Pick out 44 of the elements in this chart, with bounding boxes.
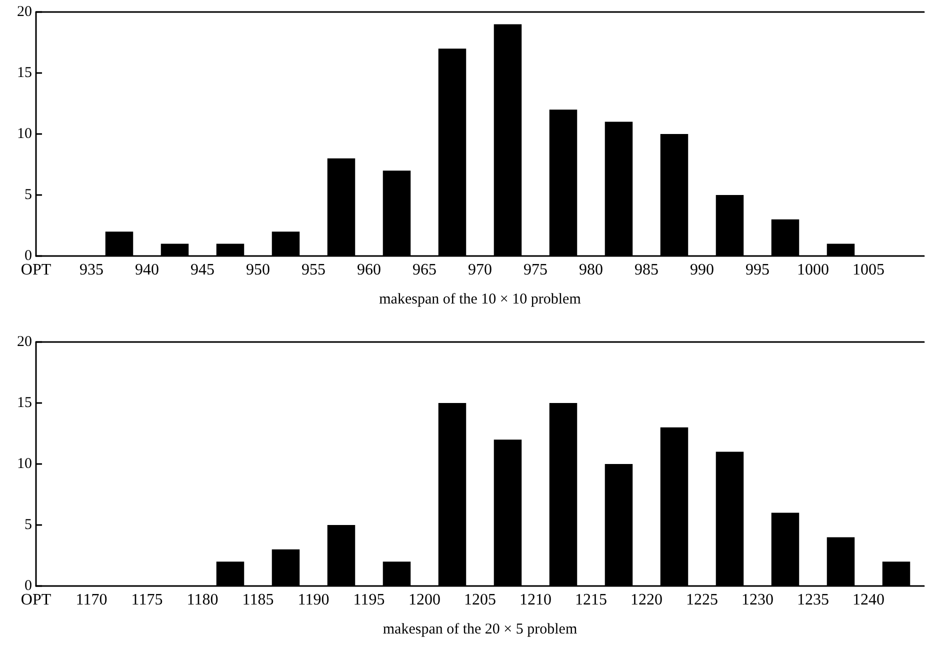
x-tick-label: 1000 [797,262,829,278]
y-tick-label: 5 [24,517,32,533]
x-tick-label: 970 [468,262,492,278]
x-tick-label: 1215 [575,592,607,608]
x-tick-label: 955 [302,262,326,278]
y-tick-label: 0 [24,248,32,264]
y-tick-label: 0 [24,578,32,594]
x-tick-label: 1235 [797,592,829,608]
y-tick-label: 15 [17,395,32,411]
x-tick-label: 975 [524,262,548,278]
x-tick-label: 945 [190,262,214,278]
x-tick-label: 960 [357,262,381,278]
x-tick-label: 1210 [520,592,552,608]
x-tick-label: 935 [80,262,104,278]
x-tick-label: 1230 [742,592,774,608]
x-tick-label: 1240 [852,592,884,608]
x-tick-label: 1190 [298,592,330,608]
y-tick-label: 15 [17,65,32,81]
x-tick-label: 1220 [630,592,662,608]
x-tick-label: 1195 [353,592,385,608]
x-axis-title: makespan of the 10 × 10 problem [379,292,582,308]
y-tick-label: 10 [17,456,32,472]
x-tick-label: 980 [579,262,603,278]
x-tick-label: 1200 [408,592,440,608]
x-tick-label: 1185 [242,592,274,608]
x-tick-label: 1225 [686,592,718,608]
x-tick-label: 1180 [186,592,218,608]
x-tick-label: 1005 [852,262,884,278]
x-tick-label: 1175 [131,592,163,608]
x-tick-label: 950 [246,262,270,278]
y-tick-label: 10 [17,126,32,142]
y-tick-label: 5 [24,187,32,203]
x-axis-title: makespan of the 20 × 5 problem [382,622,578,638]
x-tick-label: 965 [412,262,436,278]
x-tick-label: OPT [20,592,52,608]
x-tick-label: 1170 [76,592,108,608]
x-tick-label: 940 [135,262,159,278]
x-tick-label: 985 [634,262,658,278]
y-tick-label: 20 [17,4,32,20]
x-tick-label: 995 [746,262,770,278]
x-tick-label: OPT [20,262,52,278]
x-tick-label: 990 [690,262,714,278]
y-tick-label: 20 [17,334,32,350]
x-tick-label: 1205 [464,592,496,608]
